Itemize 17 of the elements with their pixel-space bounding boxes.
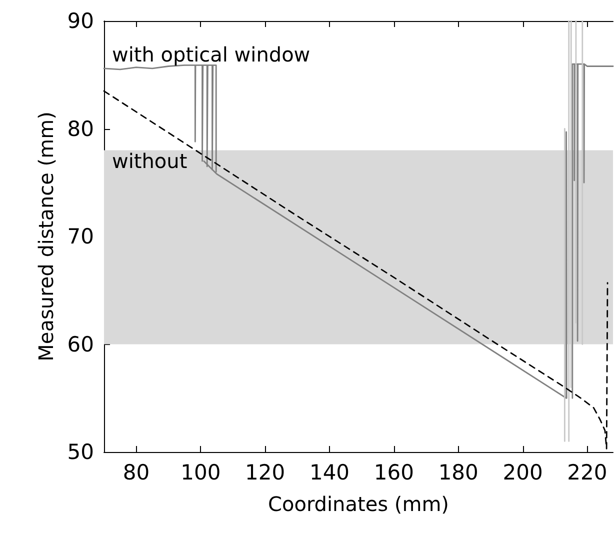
x-tick-label: 160 <box>374 460 414 484</box>
x-tick-label: 120 <box>245 460 286 484</box>
x-tick-label: 140 <box>309 460 350 484</box>
x-tick-label: 180 <box>438 460 478 484</box>
x-tick-label: 200 <box>502 460 543 484</box>
y-axis-title: Measured distance (mm) <box>34 112 58 362</box>
series-label: with optical window <box>112 42 310 66</box>
y-tick-label: 50 <box>67 440 94 464</box>
y-tick-label: 70 <box>67 224 94 248</box>
y-tick-label: 80 <box>67 116 94 141</box>
x-tick-label: 100 <box>180 460 221 484</box>
x-axis-title: Coordinates (mm) <box>268 492 449 516</box>
y-tick-label: 90 <box>67 9 94 33</box>
x-tick-label: 80 <box>122 460 150 484</box>
series-label: without <box>112 149 188 174</box>
y-tick-label: 60 <box>67 332 94 356</box>
x-tick-label: 220 <box>567 460 608 484</box>
